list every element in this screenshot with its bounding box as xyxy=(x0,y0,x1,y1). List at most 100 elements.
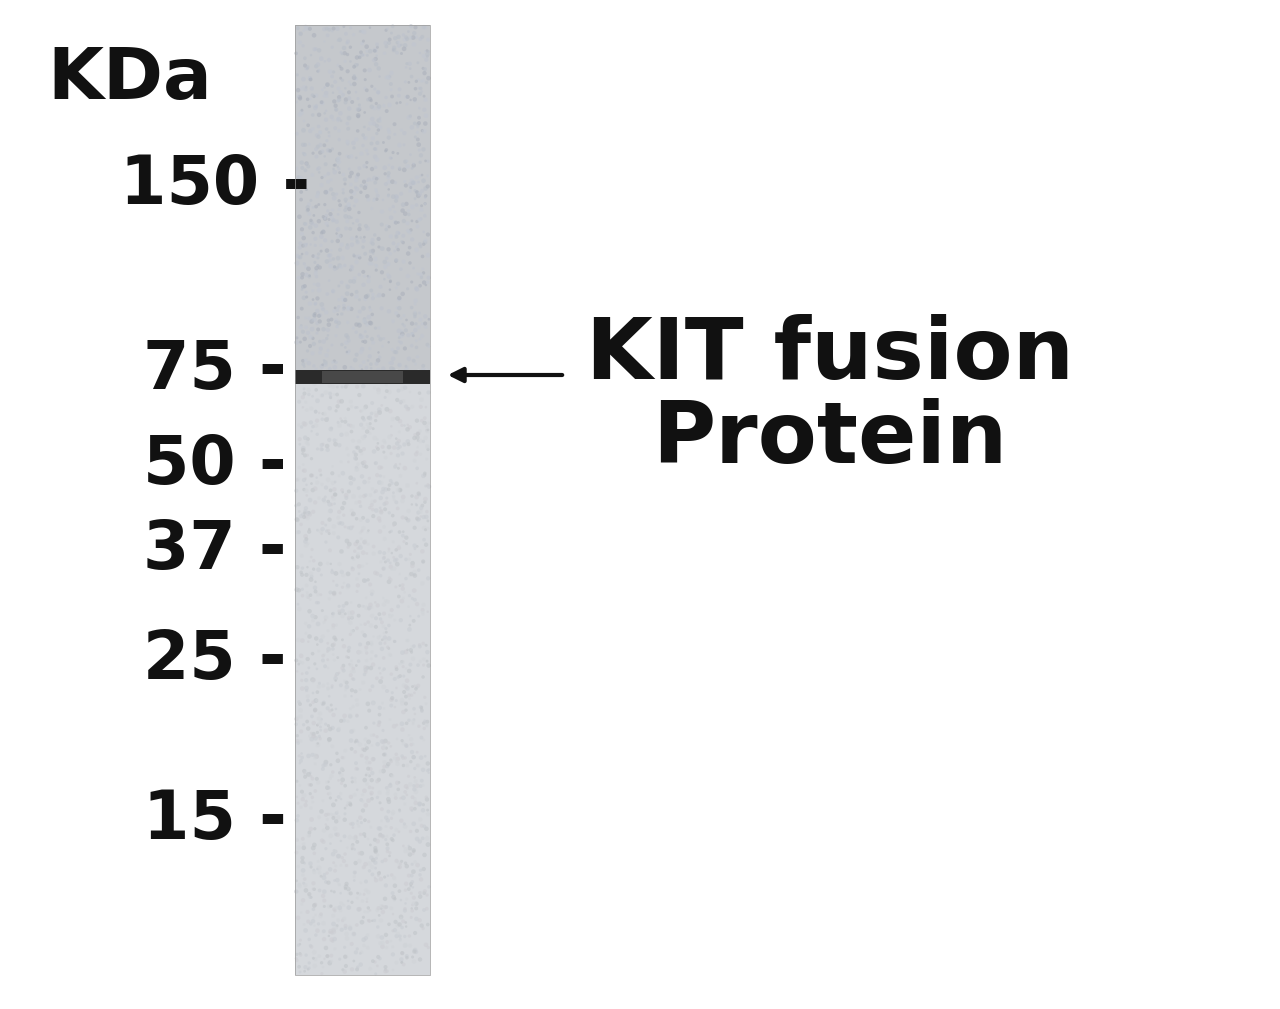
Point xyxy=(297,688,317,704)
Point xyxy=(380,472,401,488)
Point xyxy=(372,338,393,354)
Point xyxy=(324,807,344,823)
Point xyxy=(328,58,348,74)
Point xyxy=(404,93,425,109)
Point xyxy=(347,234,367,250)
Point xyxy=(366,141,387,157)
Point xyxy=(338,300,358,316)
Point xyxy=(383,235,403,251)
Point xyxy=(393,203,413,219)
Point xyxy=(353,545,374,561)
Point xyxy=(408,110,429,126)
Point xyxy=(333,87,353,103)
Point xyxy=(339,656,360,672)
Point xyxy=(308,728,329,745)
Point xyxy=(319,124,339,140)
Point xyxy=(381,369,402,385)
Point xyxy=(389,88,410,104)
Point xyxy=(365,81,385,97)
Point xyxy=(384,39,404,55)
Point xyxy=(358,92,379,108)
Point xyxy=(349,387,370,404)
Point xyxy=(360,499,380,516)
Point xyxy=(300,268,320,285)
Point xyxy=(360,425,380,441)
Point xyxy=(291,192,311,208)
Point xyxy=(317,286,338,302)
Point xyxy=(301,725,321,742)
Point xyxy=(390,261,411,277)
Point xyxy=(293,440,314,456)
Point xyxy=(397,512,417,528)
Point xyxy=(375,852,396,868)
Point xyxy=(408,363,429,379)
Point xyxy=(355,783,375,799)
Point xyxy=(324,481,344,497)
Point xyxy=(396,358,416,374)
Point xyxy=(306,469,326,485)
Point xyxy=(293,173,314,189)
Point xyxy=(348,566,369,582)
Point xyxy=(349,537,370,553)
Point xyxy=(381,82,402,98)
Point xyxy=(380,150,401,166)
Point xyxy=(310,124,330,140)
Point xyxy=(402,367,422,383)
Point xyxy=(353,488,374,504)
Point xyxy=(380,228,401,244)
Point xyxy=(330,585,351,601)
Point xyxy=(321,702,342,718)
Point xyxy=(317,652,338,668)
Point xyxy=(287,559,307,575)
Point xyxy=(371,898,392,914)
Point xyxy=(310,731,330,747)
Point xyxy=(396,882,416,898)
Point xyxy=(306,296,326,312)
Point xyxy=(340,20,361,36)
Point xyxy=(294,137,315,153)
Point xyxy=(387,552,407,568)
Point xyxy=(360,62,380,78)
Point xyxy=(404,25,425,41)
Point xyxy=(407,822,428,838)
Point xyxy=(407,131,428,147)
Point xyxy=(343,433,364,449)
Point xyxy=(347,534,367,550)
Point xyxy=(365,42,385,59)
Point xyxy=(389,160,410,177)
Point xyxy=(372,663,393,679)
Point xyxy=(369,328,389,344)
Point xyxy=(303,909,324,925)
Point xyxy=(342,774,362,790)
Point xyxy=(311,50,332,67)
Point xyxy=(413,73,434,89)
Point xyxy=(302,771,323,787)
Point xyxy=(388,447,408,463)
Point xyxy=(326,102,347,118)
Point xyxy=(337,115,357,131)
Point xyxy=(333,73,353,89)
Point xyxy=(355,616,375,633)
Point xyxy=(385,459,406,475)
Point xyxy=(296,79,316,95)
Point xyxy=(300,98,320,114)
Point xyxy=(308,916,329,932)
Point xyxy=(321,925,342,941)
Point xyxy=(347,57,367,73)
Point xyxy=(389,161,410,178)
Point xyxy=(330,105,351,121)
Point xyxy=(361,93,381,109)
Point xyxy=(314,363,334,379)
Point xyxy=(316,774,337,790)
Point xyxy=(374,550,394,566)
Point xyxy=(346,352,366,368)
Point xyxy=(410,811,430,827)
Point xyxy=(370,935,390,951)
Point xyxy=(293,278,314,295)
Point xyxy=(329,605,349,622)
Point xyxy=(306,731,326,747)
Point xyxy=(303,336,324,352)
Point xyxy=(357,424,378,440)
Point xyxy=(337,489,357,506)
Point xyxy=(410,796,430,812)
